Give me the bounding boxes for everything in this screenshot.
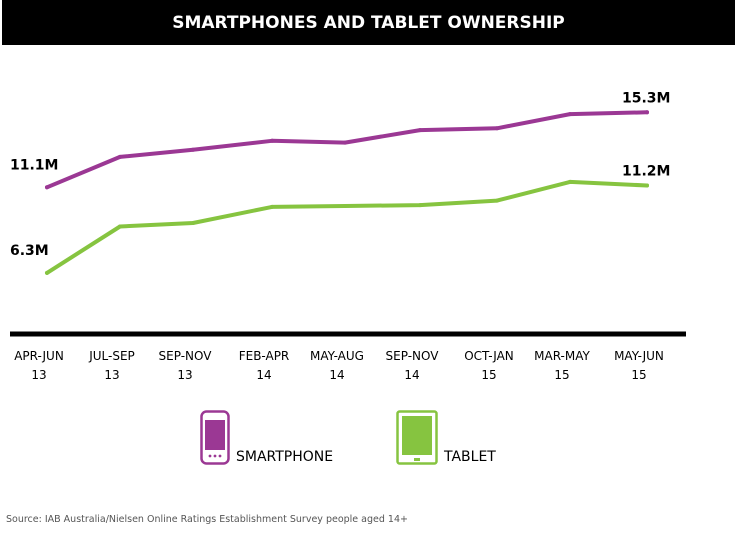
- legend-item-tablet: TABLET: [396, 410, 496, 465]
- series-line-tablet: [45, 179, 649, 275]
- tablet-icon: [396, 410, 438, 465]
- data-point-smartphone-4: [343, 140, 347, 145]
- data-point-tablet-2: [191, 221, 195, 225]
- data-point-tablet-3: [270, 204, 274, 209]
- x-tick-label-7: MAR-MAY 15: [534, 349, 590, 382]
- data-point-smartphone-8: [645, 110, 649, 115]
- data-point-tablet-6: [495, 198, 499, 203]
- data-label-smartphone-8: 15.3M: [622, 90, 670, 106]
- x-tick-label-1: JUL-SEP 13: [88, 349, 135, 382]
- legend-label-smartphone: SMARTPHONE: [236, 449, 334, 465]
- chart-title: SMARTPHONES AND TABLET OWNERSHIP: [2, 0, 735, 45]
- x-tick-label-2: SEP-NOV 13: [159, 349, 213, 382]
- x-tick-label-0: APR-JUN 13: [14, 349, 64, 382]
- x-tick-label-5: SEP-NOV 14: [386, 349, 440, 382]
- data-point-smartphone-1: [118, 154, 122, 159]
- data-label-tablet-0: 6.3M: [10, 243, 49, 259]
- source-note: Source: IAB Australia/Nielsen Online Rat…: [6, 514, 408, 525]
- data-point-smartphone-7: [568, 112, 572, 117]
- series-line-smartphone: [45, 110, 649, 190]
- x-tick-label-8: MAY-JUN 15: [614, 349, 664, 382]
- smartphone-icon: [200, 410, 230, 465]
- data-point-smartphone-3: [270, 138, 274, 143]
- data-point-smartphone-0: [45, 185, 49, 190]
- data-point-tablet-4: [343, 204, 347, 208]
- data-label-tablet-8: 11.2M: [622, 163, 670, 179]
- data-point-smartphone-6: [495, 126, 499, 131]
- line-chart: 11.1M 15.3M 6.3M 11.2M APR-JUN 13 JUL-SEP 13 SE…: [10, 90, 686, 382]
- data-point-tablet-8: [645, 183, 649, 188]
- data-point-tablet-1: [118, 224, 122, 229]
- data-point-smartphone-5: [418, 128, 422, 133]
- data-point-smartphone-2: [191, 147, 195, 152]
- legend-label-tablet: TABLET: [444, 449, 496, 465]
- data-label-smartphone-0: 11.1M: [10, 157, 58, 173]
- data-point-tablet-0: [45, 270, 49, 275]
- data-point-tablet-5: [418, 203, 422, 208]
- x-tick-label-4: MAY-AUG 14: [310, 349, 364, 382]
- x-tick-label-3: FEB-APR 14: [239, 349, 290, 382]
- data-point-tablet-7: [568, 179, 572, 184]
- x-tick-label-6: OCT-JAN 15: [464, 349, 514, 382]
- legend-item-smartphone: SMARTPHONE: [200, 410, 333, 465]
